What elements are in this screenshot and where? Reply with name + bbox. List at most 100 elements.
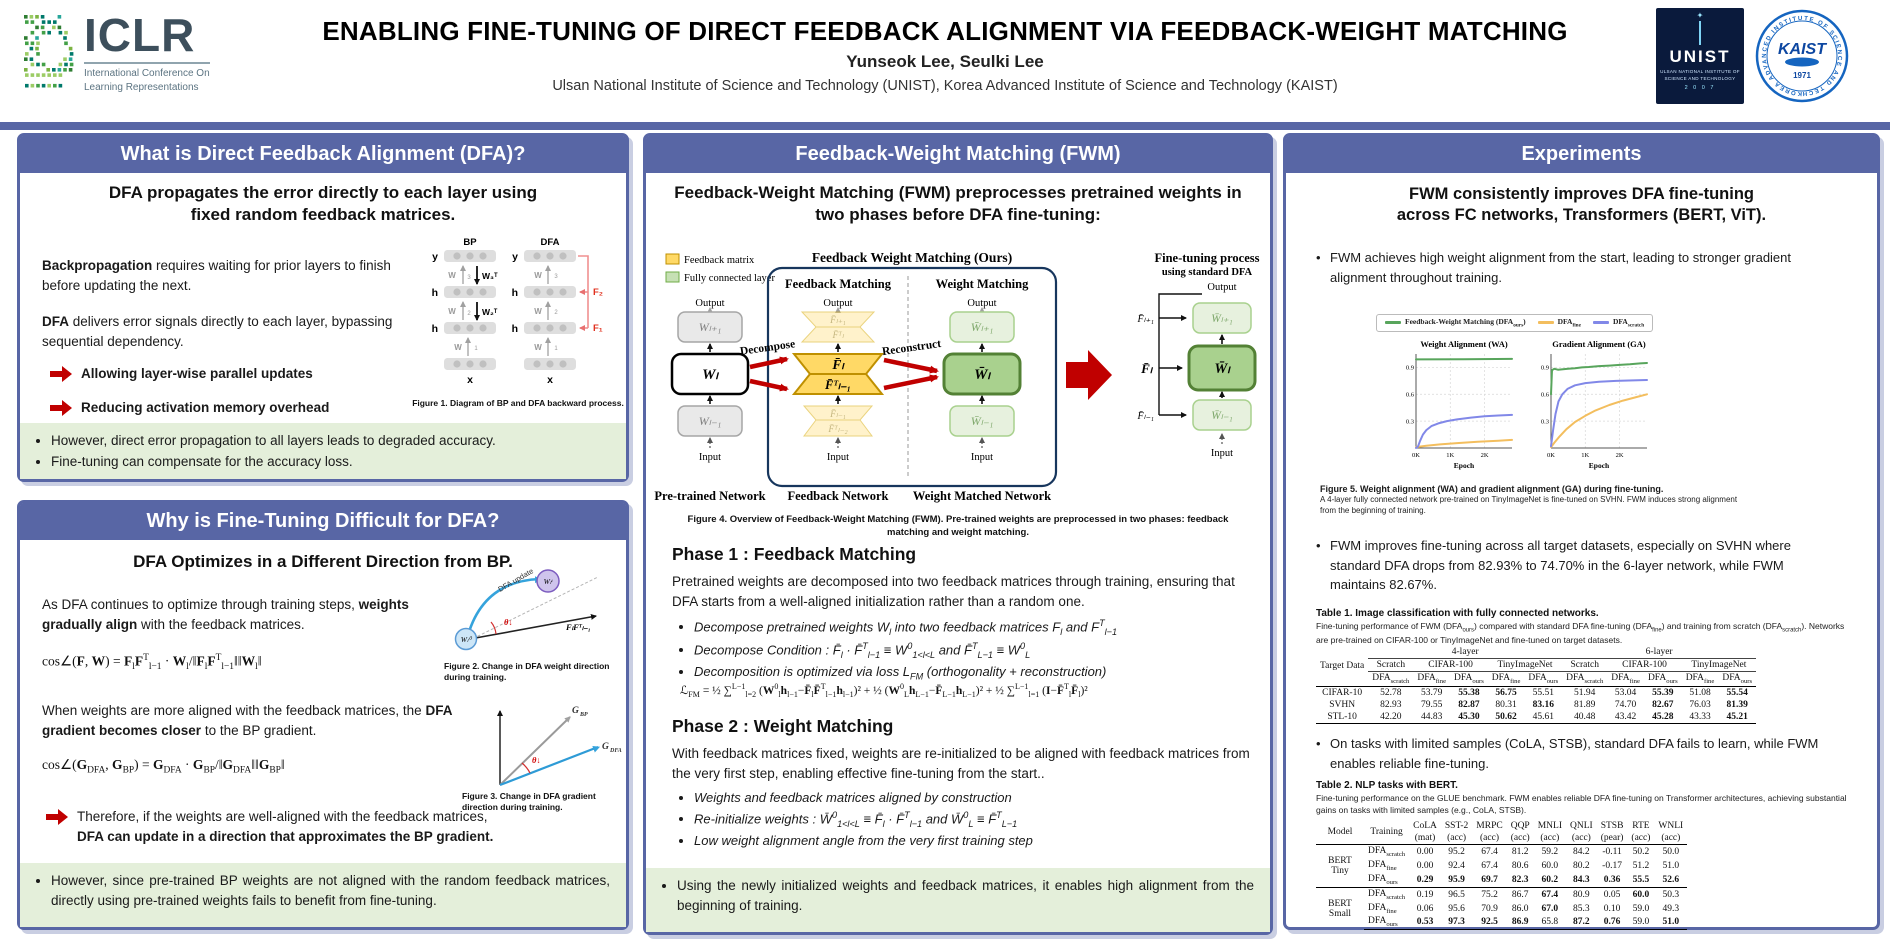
panel-fwm: Feedback-Weight Matching (FWM) Feedback-…: [643, 133, 1273, 935]
fig1-w-up: W: [448, 271, 456, 280]
fig3-gbp-label: G: [572, 706, 579, 716]
chart-weight-alignment: Weight Alignment (WA) 0.3 0.6 0.9 0K 1K 2K Epoc…: [1406, 339, 1513, 470]
fig4-w-lm1: Wₗ₋₁: [699, 414, 722, 428]
figure5-caption: Figure 5. Weight alignment (WA) and grad…: [1320, 484, 1750, 516]
fig4-ft-f-lp1: F̄ₗ₊₁: [1136, 313, 1154, 325]
svg-text:0.9: 0.9: [1406, 365, 1414, 372]
fig2-wt-label: Wₗᵗ: [544, 577, 553, 586]
fig4-wb-lp1: W̄ₗ₊₁: [971, 320, 994, 334]
dfa-takeaway-1: However, direct error propagation to all…: [51, 431, 610, 451]
why-conclusion-point: Therefore, if the weights are well-align…: [46, 807, 611, 846]
weight-alignment-equation: cos∠(F, W) = FlFTl−1 · Wl/‖FlFTl−1‖‖Wl‖: [42, 653, 262, 673]
dfa-claim: DFA propagates the error directly to eac…: [108, 183, 538, 225]
why-claim: DFA Optimizes in a Different Direction f…: [133, 552, 513, 571]
red-arrow-icon: [50, 400, 72, 416]
fig2-wt-node: [536, 569, 560, 593]
fig1-f2: F₂: [593, 287, 603, 298]
fig2-ff-vector: [469, 613, 597, 640]
experiments-bullet-datasets: FWM improves fine-tuning across all targ…: [1316, 536, 1800, 595]
unist-logo-subtext: ULSAN NATIONAL INSTITUTE OF SCIENCE AND …: [1660, 69, 1740, 81]
poster-affiliation: Ulsan National Institute of Science and …: [552, 78, 1338, 94]
series-DFA_scratch: [1415, 413, 1513, 449]
panel-why-difficult: Why is Fine-Tuning Difficult for DFA? DF…: [17, 500, 629, 930]
figure4-fwm-overview-diagram: Feedback matrix Fully connected layer Fe…: [654, 250, 1259, 503]
fig4-wb-l: W̄ₗ: [974, 367, 991, 383]
fig4-finetune-subtitle: using standard DFA: [1162, 267, 1253, 278]
fig1-w3t: W₃ᵀ: [482, 271, 498, 281]
fig4-transition-arrow: [1066, 350, 1112, 400]
fig4-weight-matching-label: Weight Matching: [936, 277, 1029, 291]
legend-swatch-blue: [1592, 321, 1609, 325]
fig3-gdfa-vector: [499, 745, 601, 787]
iclr-logo-graphic: [24, 15, 74, 88]
fig1-w-sub: 1: [554, 346, 558, 352]
kaist-logo-year: 1971: [1793, 71, 1811, 80]
poster-header: ICLR International Conference On Learnin…: [0, 0, 1890, 120]
svg-text:Weight Alignment (WA): Weight Alignment (WA): [1420, 339, 1508, 349]
phase1-bullet-1: Decompose pretrained weights Wl into two…: [694, 616, 1269, 639]
legend-swatch-green: [1385, 321, 1401, 325]
figure5-caption-bold: Figure 5. Weight alignment (WA) and grad…: [1320, 484, 1664, 494]
fig4-f-lm1: F̄ₗ₋₁: [829, 409, 846, 420]
figure3-gradient-direction-diagram: θ↓ G BP G DFA: [497, 706, 622, 787]
phase2-bullet-1: Weights and feedback matrices aligned by…: [694, 788, 1269, 808]
table1-caption: Fine-tuning performance of FWM (DFAours)…: [1316, 621, 1845, 646]
dfa-point-memory: Reducing activation memory overhead: [50, 398, 410, 418]
fig4-ft-wb-l: W̄ₗ: [1214, 361, 1231, 377]
fig4-f-lT: F̄ᵀₗ: [831, 330, 844, 341]
experiments-claim: FWM consistently improves DFA fine-tunin…: [1396, 185, 1767, 225]
fig4-title: Feedback Weight Matching (Ours): [812, 250, 1012, 265]
svg-text:1K: 1K: [1446, 452, 1454, 459]
fig4-f-lm1T: F̄ᵀₗ₋₁: [824, 378, 851, 392]
fig4-output-label: Output: [1207, 282, 1236, 293]
fig4-input-label: Input: [699, 452, 721, 463]
fig1-w-sub: 3: [554, 274, 558, 280]
figure1-caption: Figure 1. Diagram of BP and DFA backward…: [412, 398, 624, 408]
fig1-dfa-title: DFA: [541, 237, 560, 248]
why-takeaway-1: However, since pre-trained BP weights ar…: [51, 871, 610, 912]
unist-line-graphic: [1699, 21, 1701, 45]
fwm-takeaway-box: Using the newly initialized weights and …: [646, 868, 1270, 932]
fig1-w2t: W₂ᵀ: [482, 307, 498, 317]
fig1-w-sub: 3: [467, 275, 471, 281]
legend-item-dfa-scratch: DFAscratch: [1592, 317, 1644, 329]
fig4-ft-f-lm1: F̄ₗ₋₁: [1136, 410, 1154, 422]
fig4-feedback-matrix-flm1T: [791, 373, 885, 395]
fig4-feedback-network-label: Feedback Network: [787, 489, 888, 503]
feedback-matrix-legend-swatch: [665, 253, 680, 265]
fig1-w-sub: 2: [554, 310, 558, 316]
fig4-fwm-container: [766, 266, 1058, 488]
fig1-label-y: y: [432, 251, 438, 263]
fig4-pretrained-stack: Output Wₗ₊₁ Wₗ Wₗ₋₁ Input Pre-trained Ne…: [654, 298, 765, 503]
gradient-alignment-equation: cos∠(GDFA, GBP) = GDFA · GBP/‖GDFA‖‖GBP‖: [42, 757, 285, 776]
fig2-w0-node: [454, 627, 478, 651]
fig4-reconstruct-label: Reconstruct: [881, 338, 942, 358]
kaist-logo: KOREA ADVANCED INSTITUTE OF SCIENCE AND …: [1751, 4, 1850, 104]
fig4-f-lp1: F̄ₗ₊₁: [829, 315, 846, 326]
svg-text:0.6: 0.6: [1406, 392, 1415, 399]
fig4-ft-f-l: F̄ₗ: [1140, 361, 1154, 376]
series-DFA_fine: [1550, 393, 1648, 449]
fig2-theta-label: θ↓: [504, 617, 513, 627]
kaist-logo-graphic: KOREA ADVANCED INSTITUTE OF SCIENCE AND …: [1751, 4, 1849, 103]
legend-swatch-orange: [1537, 321, 1554, 325]
fig4-feedback-stack: Output F̄ₗ₊₁ F̄ᵀₗ F̄ₗ F̄ᵀₗ₋₁ F̄ₗ₋₁ F̄ᵀₗ₋…: [787, 298, 888, 503]
panel-experiments-header: Experiments: [1286, 136, 1877, 173]
phase2-bullet-3: Low weight alignment angle from the very…: [694, 831, 1269, 851]
svg-text:0K: 0K: [1412, 452, 1420, 459]
fig2-dfa-update-arc: [466, 576, 543, 636]
fig1-feedback-bracket: [578, 255, 589, 328]
fig4-output-label: Output: [695, 298, 724, 309]
phase1-title: Phase 1 : Feedback Matching: [672, 544, 917, 564]
fig1-w-up: W: [448, 307, 456, 316]
series-DFA_ours: [1415, 357, 1513, 361]
fig1-w-up: W: [534, 271, 542, 280]
figure2-weight-direction-diagram: DFA update θ↓ FₗFᵀₗ₋₁ Wₗ⁰ Wₗᵗ: [454, 566, 599, 651]
phase1-bullets: Decompose pretrained weights Wl into two…: [678, 616, 1269, 684]
fig4-wb-lm1: W̄ₗ₋₁: [971, 414, 994, 428]
table2-container: Model Training CoLA SST-2 MRPC QQP MNLI QNLI STS…: [1316, 820, 1688, 931]
poster-title: ENABLING FINE-TUNING OF DIRECT FEEDBACK …: [322, 16, 1568, 46]
fc-layer-legend-swatch: [665, 271, 680, 283]
fig1-label-y: y: [512, 251, 518, 263]
kaist-logo-text: KAIST: [1778, 41, 1827, 58]
